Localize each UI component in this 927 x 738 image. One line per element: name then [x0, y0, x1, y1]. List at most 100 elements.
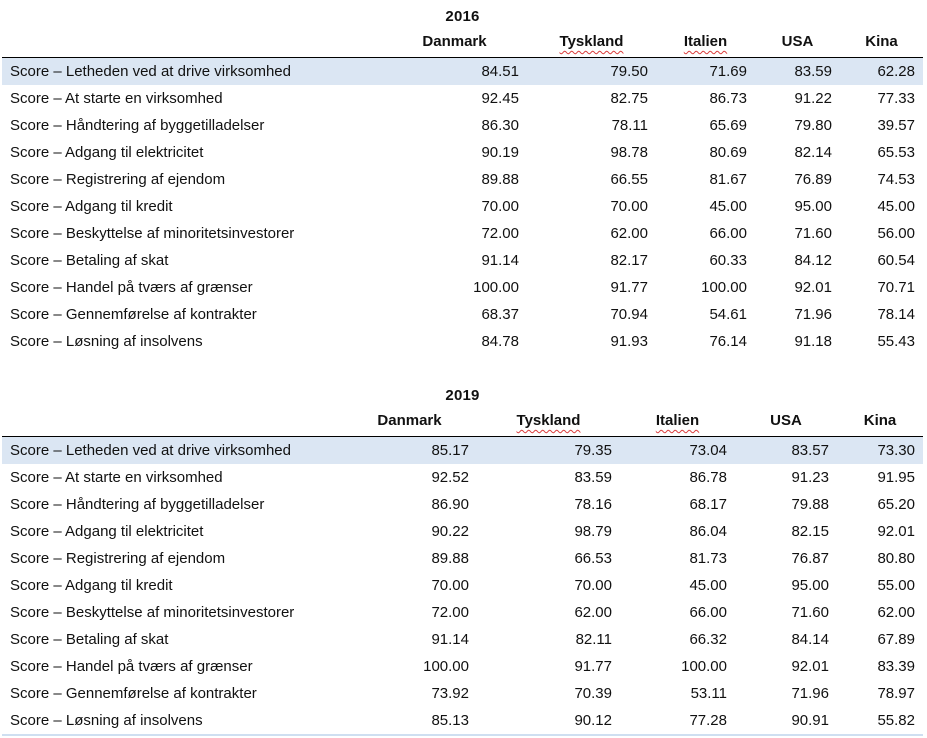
score-cell: 86.04 — [689, 523, 727, 540]
score-cell: 92.45 — [481, 90, 519, 107]
score-cell: 66.55 — [610, 171, 648, 188]
score-cell: 98.79 — [574, 523, 612, 540]
score-cell: 91.22 — [794, 90, 832, 107]
score-cell: 56.00 — [877, 225, 915, 242]
score-cell: 73.92 — [431, 685, 469, 702]
score-cell: 91.93 — [610, 333, 648, 350]
score-cell: 92.01 — [791, 658, 829, 675]
table-row: Score – Håndtering af byggetilladelser 86… — [2, 112, 923, 139]
score-cell: 70.00 — [431, 577, 469, 594]
score-cell: 95.00 — [791, 577, 829, 594]
score-cell: 78.97 — [877, 685, 915, 702]
score-cell: 79.80 — [794, 117, 832, 134]
score-cell: 98.78 — [610, 144, 648, 161]
row-label: Score – Letheden ved at drive virksomhed — [10, 442, 291, 459]
score-cell: 91.14 — [481, 252, 519, 269]
table-row: Score – Beskyttelse af minoritetsinvesto… — [2, 599, 923, 626]
table-row: Score – At starte en virksomhed 92.52 83.5… — [2, 464, 923, 491]
table-row: Score – Letheden ved at drive virksomhed… — [2, 57, 923, 85]
score-cell: 62.00 — [877, 604, 915, 621]
score-cell: 81.73 — [689, 550, 727, 567]
score-cell: 76.87 — [791, 550, 829, 567]
table-row: Score – At starte en virksomhed 92.45 82.7… — [2, 85, 923, 112]
score-cell: 45.00 — [709, 198, 747, 215]
score-cell: 66.32 — [689, 631, 727, 648]
score-cell: 53.11 — [690, 685, 727, 702]
score-cell: 86.90 — [431, 496, 469, 513]
score-cell: 89.88 — [431, 550, 469, 567]
score-cell: 70.00 — [610, 198, 648, 215]
score-cell: 90.19 — [481, 144, 519, 161]
table-row: Score – Løsning af insolvens 84.78 91.93 76… — [2, 328, 923, 355]
score-cell: 55.43 — [877, 333, 915, 350]
score-cell: 92.01 — [877, 523, 915, 540]
row-label: Score – Håndtering af byggetilladelser — [10, 496, 265, 513]
score-cell: 76.14 — [709, 333, 747, 350]
score-cell: 86.30 — [481, 117, 519, 134]
row-label: Score – Adgang til elektricitet — [10, 144, 204, 161]
score-cell: 71.60 — [794, 225, 832, 242]
score-cell: 66.53 — [574, 550, 612, 567]
table-row: Score – Betaling af skat 91.14 82.11 66.32 8… — [2, 626, 923, 653]
score-cell: 80.69 — [709, 144, 747, 161]
row-label: Score – Betaling af skat — [10, 631, 169, 648]
score-cell: 89.88 — [481, 171, 519, 188]
score-cell: 72.00 — [431, 604, 469, 621]
score-cell: 82.14 — [794, 144, 832, 161]
score-cell: 91.95 — [877, 469, 915, 486]
score-cell: 91.77 — [574, 658, 612, 675]
score-cell: 71.96 — [791, 685, 829, 702]
column-header-kina: Kina — [863, 412, 897, 429]
score-cell: 77.28 — [689, 712, 727, 729]
row-label: Score – Gennemførelse af kontrakter — [10, 306, 257, 323]
column-header-danmark: Danmark — [422, 33, 487, 50]
score-cell: 76.89 — [794, 171, 832, 188]
score-cell: 82.11 — [575, 631, 612, 648]
score-cell: 95.00 — [794, 198, 832, 215]
score-cell: 71.96 — [794, 306, 832, 323]
table-row: Score – Registrering af ejendom 89.88 66.5… — [2, 166, 923, 193]
score-cell: 78.16 — [574, 496, 612, 513]
score-cell: 71.69 — [709, 63, 747, 80]
row-label: Score – At starte en virksomhed — [10, 469, 223, 486]
score-cell: 54.61 — [709, 306, 747, 323]
row-label: Score – Løsning af insolvens — [10, 712, 203, 729]
row-label: Score – Løsning af insolvens — [10, 333, 203, 350]
score-cell: 74.53 — [877, 171, 915, 188]
score-cell: 83.39 — [877, 658, 915, 675]
table-row: Score – Handel på tværs af grænser 100.00… — [2, 653, 923, 680]
column-header-kina: Kina — [865, 33, 898, 50]
score-cell: 100.00 — [473, 279, 519, 296]
row-label: Score – Handel på tværs af grænser — [10, 658, 253, 675]
header-empty-cell — [2, 28, 382, 58]
table-row: Score – Løsning af insolvens 85.13 90.12 77… — [2, 707, 923, 735]
row-label: Score – Håndtering af byggetilladelser — [10, 117, 265, 134]
score-cell: 84.51 — [481, 63, 519, 80]
score-cell: 65.20 — [877, 496, 915, 513]
score-cell: 70.00 — [574, 577, 612, 594]
score-cell: 66.00 — [689, 604, 727, 621]
table-row: Score – Håndtering af byggetilladelser 86… — [2, 491, 923, 518]
table-row: Score – Adgang til elektricitet 90.22 98.7… — [2, 518, 923, 545]
score-cell: 100.00 — [423, 658, 469, 675]
score-cell: 70.00 — [481, 198, 519, 215]
header-row: Danmark Tyskland Italien USA Kina — [2, 407, 923, 437]
score-cell: 55.82 — [877, 712, 915, 729]
score-cell: 60.33 — [709, 252, 747, 269]
score-cell: 92.52 — [431, 469, 469, 486]
score-cell: 85.13 — [431, 712, 469, 729]
score-cell: 73.04 — [689, 442, 727, 459]
row-label: Score – Adgang til kredit — [10, 198, 173, 215]
score-cell: 62.00 — [574, 604, 612, 621]
table-row: Score – Gennemførelse af kontrakter 73.92… — [2, 680, 923, 707]
score-cell: 78.14 — [877, 306, 915, 323]
score-cell: 66.00 — [709, 225, 747, 242]
score-cell: 83.59 — [574, 469, 612, 486]
column-header-tyskland: Tyskland — [559, 33, 624, 50]
score-cell: 65.53 — [877, 144, 915, 161]
score-cell: 55.00 — [877, 577, 915, 594]
column-header-usa: USA — [781, 33, 814, 50]
row-label: Score – Adgang til kredit — [10, 577, 173, 594]
score-cell: 62.28 — [877, 63, 915, 80]
score-cell: 92.01 — [794, 279, 832, 296]
